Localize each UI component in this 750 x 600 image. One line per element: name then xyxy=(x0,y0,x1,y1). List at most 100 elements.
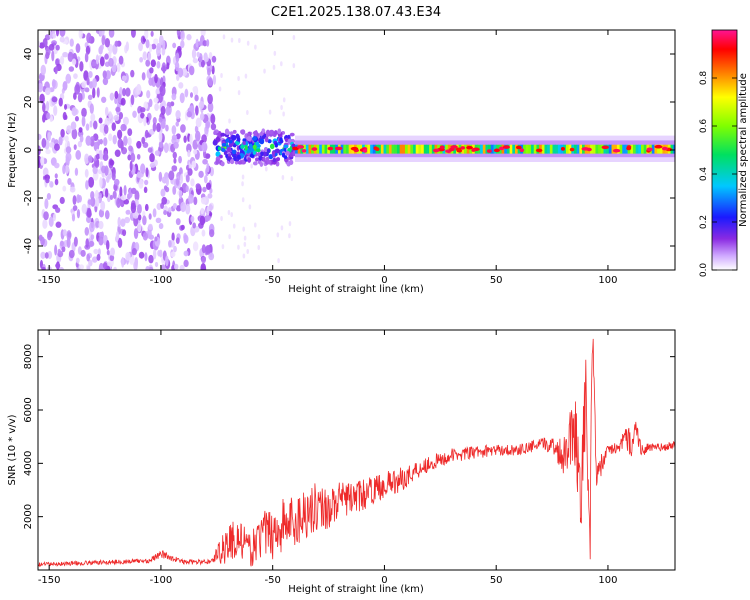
spectrogram-cell xyxy=(281,175,285,181)
spectrogram-cell xyxy=(101,96,107,103)
spectrogram-cell xyxy=(58,97,63,107)
spectrogram-cell xyxy=(98,209,105,218)
spectrogram-cell xyxy=(192,58,199,64)
spectrogram-cell xyxy=(199,215,206,226)
spectrogram-cell xyxy=(172,42,177,49)
spectrogram-cell xyxy=(274,142,278,148)
spectrogram-cell xyxy=(87,155,93,163)
spectrogram-cell xyxy=(207,93,213,105)
spectrogram-cell xyxy=(423,144,427,154)
spectrogram-cell xyxy=(76,194,81,204)
x-tick-label: 50 xyxy=(490,575,503,586)
spectrogram-cell xyxy=(493,148,500,153)
spectrogram-cell xyxy=(49,142,55,148)
spectrogram-cell xyxy=(280,61,283,67)
spectrogram-cell xyxy=(62,229,67,237)
spectrogram-cell xyxy=(176,74,180,81)
spectrogram-cell xyxy=(205,182,212,190)
spectrogram-cell xyxy=(506,144,511,154)
spectrogram-cell xyxy=(180,173,184,184)
spectrogram-cell xyxy=(43,211,49,221)
spectrogram-cell xyxy=(65,152,72,162)
spectrogram-cell xyxy=(242,253,246,259)
spectrogram-cell xyxy=(272,157,277,163)
spectrogram-cell xyxy=(195,117,202,128)
spectrogram-cell xyxy=(626,146,632,151)
spectrogram-cell xyxy=(99,44,104,51)
colorbar-tick-label: 0.0 xyxy=(699,263,709,278)
spectrogram-cell xyxy=(288,221,292,227)
spectrogram-cell xyxy=(98,117,103,124)
spectrogram-cell xyxy=(573,144,578,154)
spectrogram-cell xyxy=(46,112,51,120)
spectrogram-cell xyxy=(292,63,296,69)
spectrogram-cell xyxy=(257,234,261,240)
spectrogram-cell xyxy=(608,144,613,154)
spectrogram-cell xyxy=(611,144,615,154)
spectrogram-cell xyxy=(128,145,133,152)
spectrogram-cell xyxy=(42,102,46,113)
spectrogram-cell xyxy=(148,254,154,264)
spectrogram-cell xyxy=(185,185,189,193)
spectrogram-cell xyxy=(120,195,127,201)
spectrogram-cell xyxy=(255,141,260,147)
x-tick-label: -50 xyxy=(265,575,281,586)
colorbar-gradient xyxy=(711,29,738,271)
spectrogram-cell xyxy=(163,210,168,216)
spectrogram-cell xyxy=(226,146,232,152)
spectrogram-cell xyxy=(232,129,237,134)
spectrogram-cell xyxy=(137,214,142,221)
spectrogram-cell xyxy=(149,153,155,163)
spectrogram-cell xyxy=(651,144,655,154)
spectrogram-cell xyxy=(196,51,200,58)
spectrogram-cell xyxy=(75,257,80,264)
spectrogram-cell xyxy=(156,61,161,69)
spectrogram-cell xyxy=(178,190,183,200)
spectrogram-cell xyxy=(164,186,170,193)
spectrogram-cell xyxy=(122,229,127,237)
spectrogram-cell xyxy=(362,149,368,153)
spectrogram-cell xyxy=(68,66,75,72)
snr-x-axis-label: Height of straight line (km) xyxy=(288,584,424,595)
spectrogram-cell xyxy=(114,40,119,47)
spectrogram-cell xyxy=(514,144,519,154)
spectrogram-cell xyxy=(143,186,148,194)
spectrogram-cell xyxy=(373,146,378,150)
spectrogram-cell xyxy=(69,38,74,47)
spectrogram-cell xyxy=(66,237,71,249)
spectrogram-cell xyxy=(259,138,265,145)
spectrogram-cell xyxy=(262,151,267,157)
spectrogram-cell xyxy=(237,244,240,250)
spectrogram-cell xyxy=(154,73,158,84)
spectrogram-cell xyxy=(84,153,90,165)
spectrogram-cell xyxy=(340,144,344,154)
spectrogram-cell xyxy=(212,139,218,146)
spectrogram-cell xyxy=(429,144,433,154)
spectrogram-cell xyxy=(319,144,323,154)
spectrogram-cell xyxy=(241,181,244,187)
spectrogram-cell xyxy=(81,107,87,118)
spectrogram-cell xyxy=(243,235,247,241)
spectrogram-cell xyxy=(283,144,289,149)
spectrogram-cell xyxy=(154,150,160,156)
spectrogram-cell xyxy=(59,30,66,37)
spectrogram-cell xyxy=(125,87,131,97)
spectrogram-cell xyxy=(654,144,658,154)
colorbar-tick-label: 0.4 xyxy=(699,167,709,182)
y-tick-label: 20 xyxy=(23,96,34,109)
spectrogram-cell xyxy=(619,144,623,154)
spectrogram-cell xyxy=(177,67,184,78)
spectrogram-cell xyxy=(220,132,226,137)
spectrogram-cell xyxy=(147,147,153,153)
spectrogram-cell xyxy=(229,159,235,165)
spectrogram-cell xyxy=(45,100,50,112)
spectrogram-cell xyxy=(225,138,230,143)
spectrogram-cell xyxy=(104,150,108,158)
spectrogram-cell xyxy=(64,103,68,110)
spectrogram-cell xyxy=(380,144,385,154)
spectrogram-cell xyxy=(156,202,162,211)
spectrogram-cell xyxy=(519,148,525,153)
spectrogram-cell xyxy=(179,264,185,270)
spectrogram-cell xyxy=(114,149,121,157)
